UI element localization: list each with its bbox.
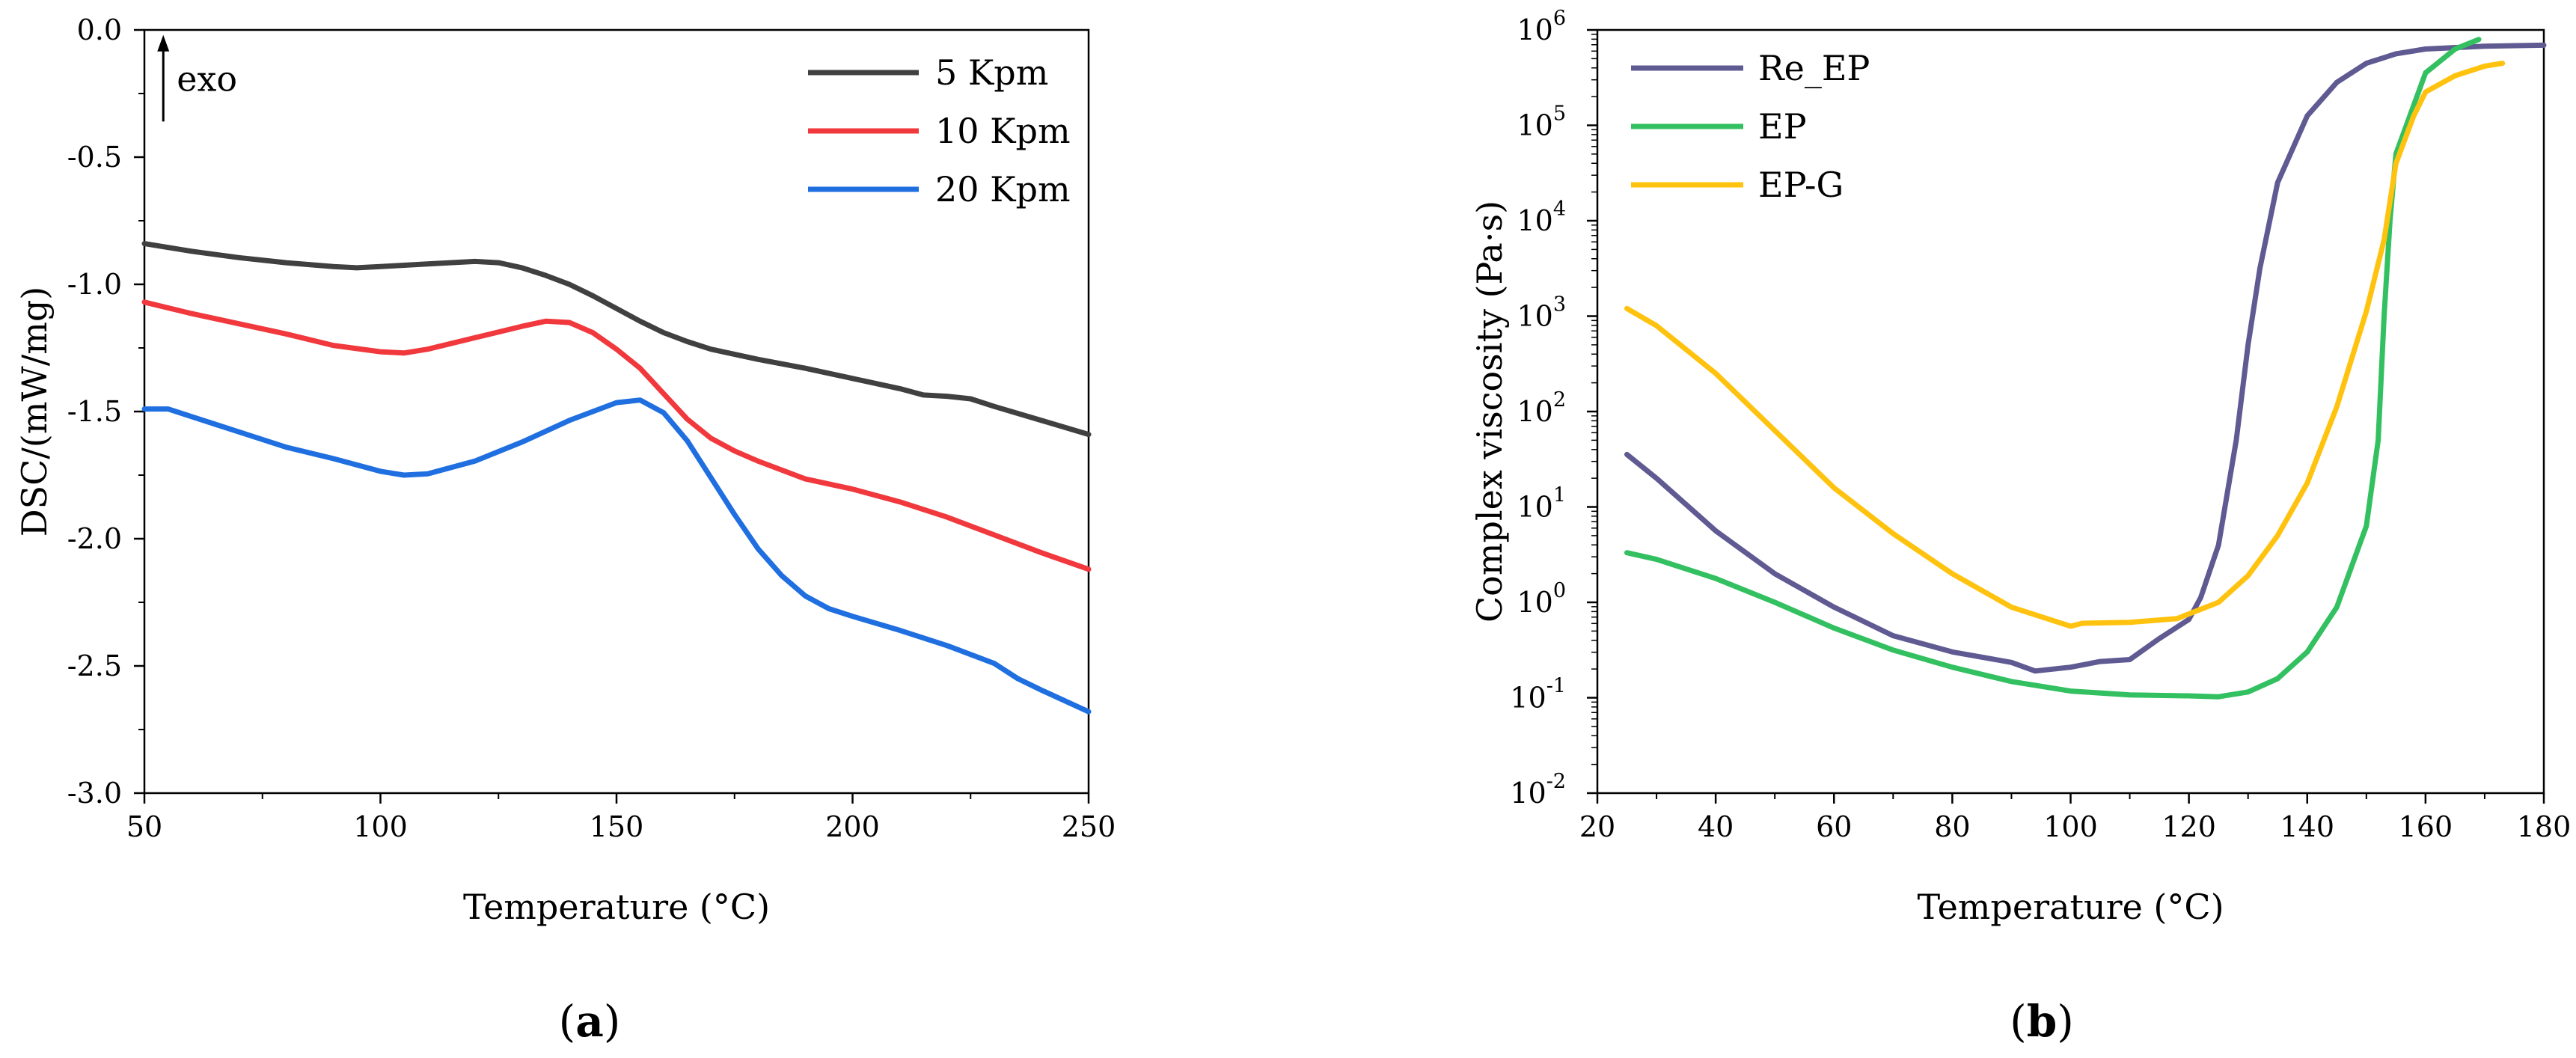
y-tick-label: 104 — [1517, 198, 1566, 237]
panel-b: 20 40 60 80 100 120 140 160 18010-210-1100101102… — [1469, 7, 2571, 927]
y-tick-exponent: 6 — [1553, 7, 1566, 30]
y-tick-exponent: 4 — [1553, 198, 1566, 221]
x-tick-label: 160 — [2399, 810, 2453, 843]
y-tick-base: 10 — [1517, 300, 1552, 333]
x-axis-title: Temperature (°C) — [463, 887, 770, 927]
exo-label: exo — [177, 59, 237, 100]
panel-a-caption: (a) — [559, 996, 621, 1047]
y-tick-exponent: 2 — [1553, 388, 1566, 412]
y-tick-base: 10 — [1517, 13, 1552, 46]
y-tick-exponent: 3 — [1553, 293, 1566, 317]
x-tick-label: 40 — [1698, 810, 1734, 843]
x-tick-label: 180 — [2517, 810, 2572, 843]
panel-a: 50 100 150 200 250 0.0 -0.5 -1.0 -1.5 -2.0 -2.5 -3.… — [14, 13, 1116, 927]
y-tick-exponent: -1 — [1546, 675, 1566, 698]
y-tick-label: 103 — [1517, 293, 1566, 333]
y-tick-base: 10 — [1517, 491, 1552, 524]
x-tick-label: 120 — [2162, 810, 2216, 843]
x-tick-label: 60 — [1816, 810, 1852, 843]
x-tick-label: 20 — [1579, 810, 1615, 843]
legend-label: EP — [1758, 106, 1807, 147]
series-line-5-kpm — [141, 241, 1092, 438]
y-tick-label: 101 — [1517, 484, 1566, 524]
legend-label: 5 Kpm — [935, 52, 1048, 93]
y-tick-label: -1.5 — [67, 395, 122, 428]
y-tick-label: -3.0 — [67, 777, 122, 810]
series-line-ep-g — [1624, 61, 2506, 629]
y-tick-label: -0.5 — [67, 141, 122, 174]
x-tick-label: 80 — [1934, 810, 1970, 843]
x-tick-label: 100 — [353, 810, 408, 843]
y-tick-exponent: 5 — [1553, 103, 1566, 126]
legend-label: 20 Kpm — [935, 169, 1071, 210]
y-tick-base: 10 — [1517, 109, 1552, 142]
y-tick-label: 10-1 — [1510, 675, 1566, 715]
y-axis-title: DSC/(mW/mg) — [14, 287, 55, 536]
y-tick-exponent: 0 — [1553, 579, 1566, 602]
y-tick-label: 105 — [1517, 103, 1566, 142]
y-tick-label: 100 — [1517, 579, 1566, 619]
y-tick-base: 10 — [1510, 777, 1546, 810]
legend-label: Re_EP — [1758, 48, 1870, 88]
x-tick-label: 140 — [2280, 810, 2334, 843]
y-axis-title: Complex viscosity (Pa·s) — [1469, 201, 1510, 623]
y-tick-base: 10 — [1517, 395, 1552, 428]
panel-b-caption: (b) — [2010, 996, 2074, 1047]
y-tick-exponent: -2 — [1546, 770, 1566, 793]
x-axis-title: Temperature (°C) — [1917, 887, 2224, 927]
x-tick-label: 250 — [1062, 810, 1116, 843]
legend-label: EP-G — [1758, 165, 1844, 205]
y-tick-label: 10-2 — [1510, 770, 1566, 810]
y-tick-base: 10 — [1517, 204, 1552, 237]
y-tick-base: 10 — [1510, 682, 1546, 715]
y-tick-label: 102 — [1517, 388, 1566, 428]
exo-arrow-head-icon — [157, 34, 170, 52]
x-tick-label: 150 — [590, 810, 644, 843]
series-line-20-kpm — [141, 397, 1092, 715]
x-tick-label: 200 — [825, 810, 880, 843]
y-tick-label: 106 — [1517, 7, 1566, 46]
y-tick-exponent: 1 — [1553, 484, 1566, 507]
y-tick-base: 10 — [1517, 586, 1552, 619]
series-line-re-ep — [1624, 42, 2547, 674]
y-tick-label: -2.0 — [67, 522, 122, 555]
x-tick-label: 100 — [2043, 810, 2098, 843]
y-tick-label: -2.5 — [67, 649, 122, 682]
series-line-10-kpm — [141, 299, 1092, 572]
y-tick-label: -1.0 — [67, 268, 122, 301]
legend-label: 10 Kpm — [935, 111, 1071, 151]
y-tick-label: 0.0 — [77, 13, 122, 46]
x-tick-label: 50 — [126, 810, 162, 843]
